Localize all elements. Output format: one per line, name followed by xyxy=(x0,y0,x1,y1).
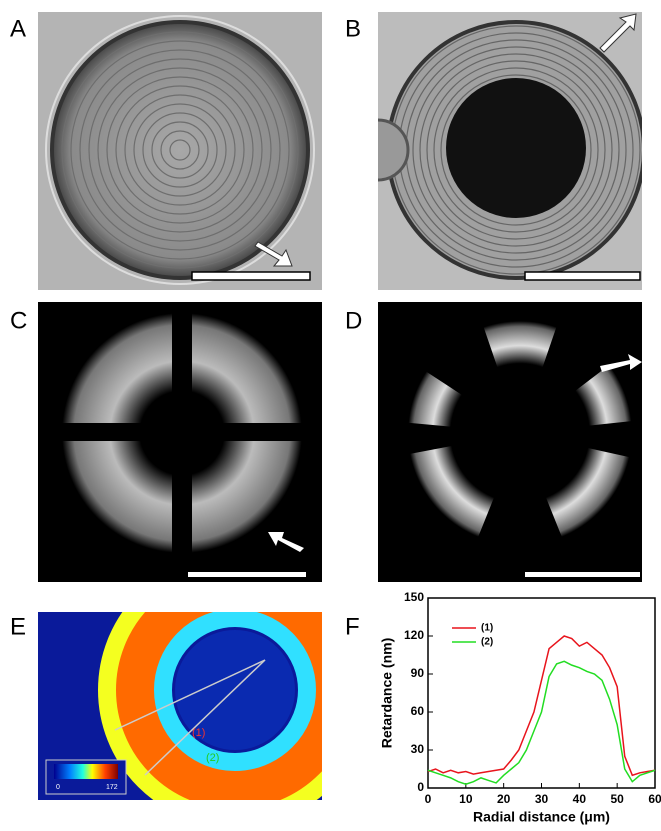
x-tick-label: 0 xyxy=(425,792,432,806)
x-tick-label: 50 xyxy=(610,792,624,806)
x-tick-label: 20 xyxy=(497,792,511,806)
x-tick-label: 40 xyxy=(573,792,587,806)
x-tick-label: 30 xyxy=(535,792,549,806)
legend-label: (1) xyxy=(481,623,493,634)
y-tick-label: 30 xyxy=(411,742,425,756)
line-label: (1) xyxy=(192,727,205,739)
colorbar-label: 0 xyxy=(56,784,60,791)
line-label: (2) xyxy=(206,752,219,764)
series-line xyxy=(428,636,655,775)
panel-label: E xyxy=(10,613,26,640)
panel-b-image xyxy=(348,12,644,290)
panel-label: B xyxy=(345,15,361,42)
x-axis-title: Radial distance (μm) xyxy=(473,809,610,825)
panel-d-image xyxy=(378,302,642,582)
figure: (1) (2) 0 172 A B C D E F 03060901201500… xyxy=(0,0,661,826)
colorbar-label: 172 xyxy=(106,784,118,791)
panel-label: D xyxy=(345,307,362,334)
panel-e-image xyxy=(38,562,363,818)
y-tick-label: 60 xyxy=(411,704,425,718)
panel-label: A xyxy=(10,15,26,42)
x-tick-label: 60 xyxy=(648,792,661,806)
y-axis-title: Retardance (nm) xyxy=(379,638,395,748)
y-tick-label: 90 xyxy=(411,666,425,680)
panel-c-image xyxy=(38,302,322,582)
panel-a-image xyxy=(38,12,322,290)
panel-label: F xyxy=(345,613,360,640)
x-tick-label: 10 xyxy=(459,792,473,806)
y-tick-label: 120 xyxy=(404,628,424,642)
y-tick-label: 0 xyxy=(417,780,424,794)
panel-label: C xyxy=(10,307,27,334)
chart: 0 30 60 90 120 150 0 10 20 30 40 50 60 Radial distanc… xyxy=(379,590,661,825)
legend-label: (2) xyxy=(481,637,493,648)
y-tick-label: 150 xyxy=(404,590,424,604)
plot-frame xyxy=(428,598,655,788)
